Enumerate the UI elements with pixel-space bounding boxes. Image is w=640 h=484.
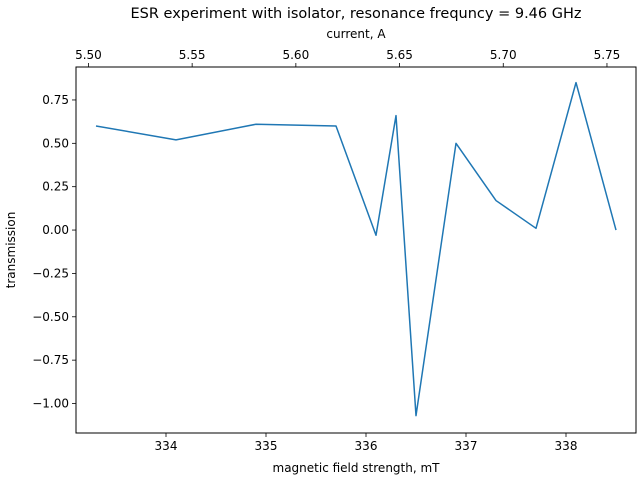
x2-tick-label: 5.65 <box>386 48 413 62</box>
x-tick-label: 335 <box>255 439 278 453</box>
x2-tick-label: 5.50 <box>75 48 102 62</box>
series-line-0 <box>95 81 617 417</box>
x2-axis-label: current, A <box>326 27 386 41</box>
y-tick-label: 0.50 <box>42 136 69 150</box>
y-tick-label: −1.00 <box>32 397 69 411</box>
plot-frame <box>75 66 637 434</box>
x-tick-label: 334 <box>155 439 178 453</box>
chart-title: ESR experiment with isolator, resonance … <box>131 6 582 22</box>
y-tick-label: −0.50 <box>32 310 69 324</box>
x-axis-label: magnetic field strength, mT <box>273 461 441 475</box>
plot-area: 334 335 336 337 338 5.50 5.55 5.60 5.65 5.70 5.75 0… <box>32 48 637 453</box>
y-tick-label: 0.75 <box>42 93 69 107</box>
x2-tick-label: 5.70 <box>490 48 517 62</box>
x-tick-label: 337 <box>455 439 478 453</box>
x2-tick-label: 5.60 <box>282 48 309 62</box>
y-axis-label: transmission <box>4 212 18 289</box>
y-tick-label: −0.75 <box>32 353 69 367</box>
y-tick-label: 0.25 <box>42 180 69 194</box>
x-tick-label: 336 <box>355 439 378 453</box>
y-tick-label: 0.00 <box>42 223 69 237</box>
x2-tick-label: 5.55 <box>179 48 206 62</box>
x2-tick-label: 5.75 <box>594 48 621 62</box>
x-tick-label: 338 <box>555 439 578 453</box>
y-tick-label: −0.25 <box>32 266 69 280</box>
